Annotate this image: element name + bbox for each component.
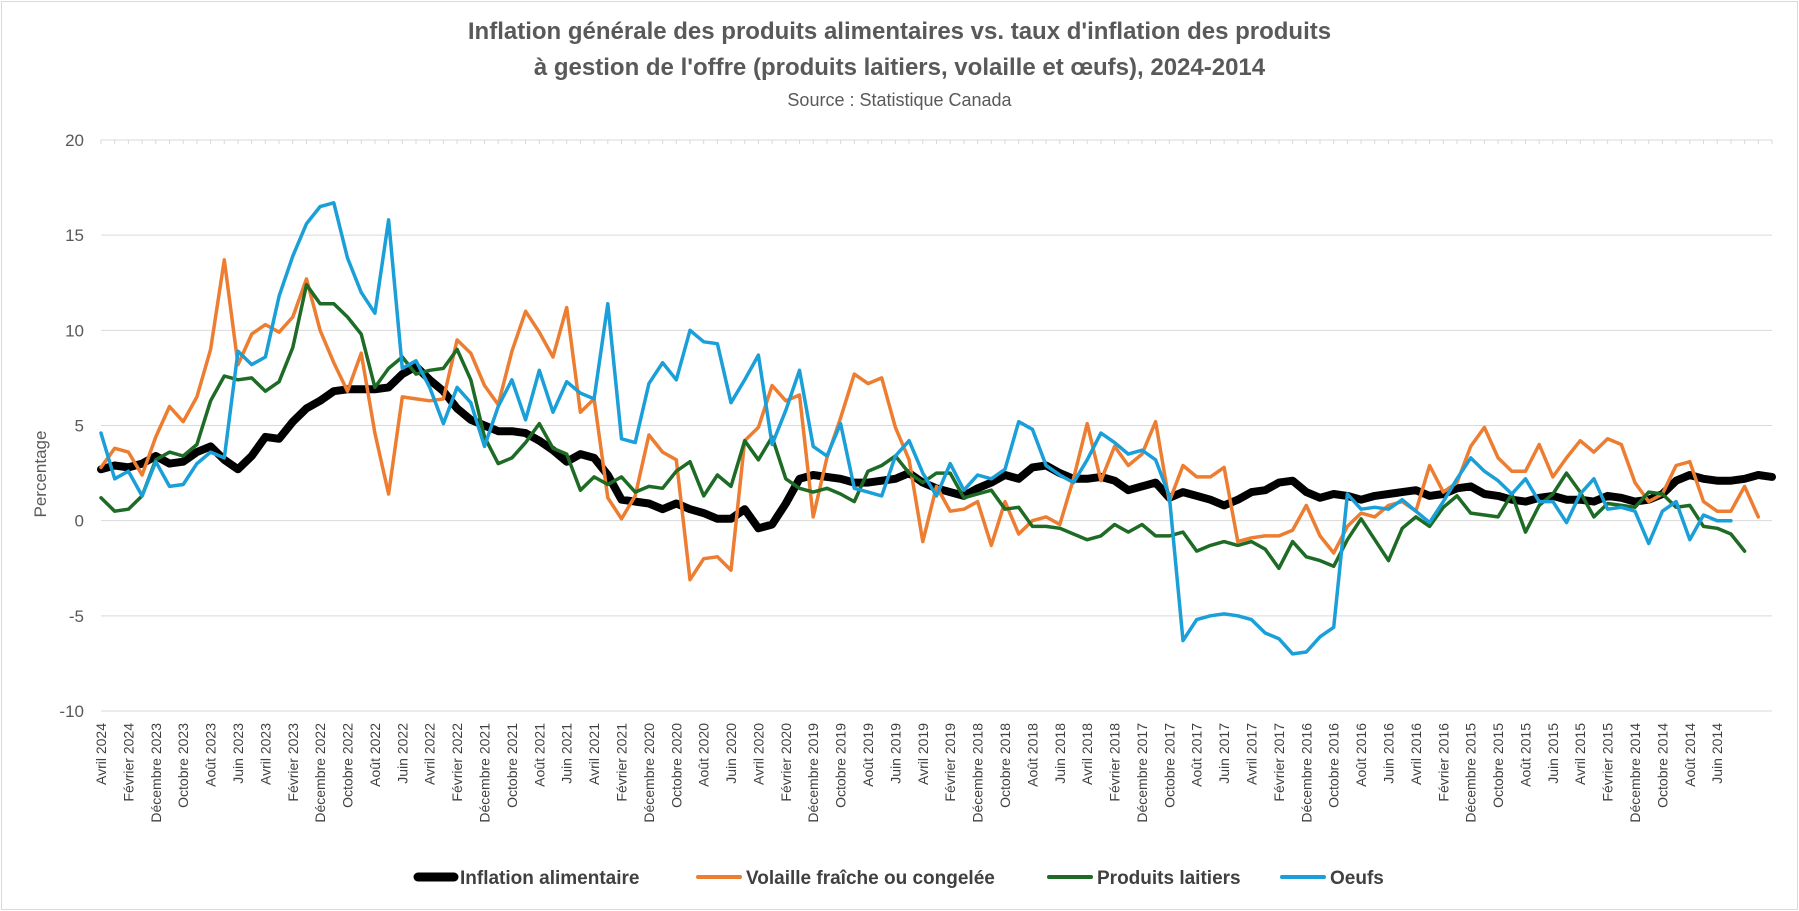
x-tick-label: Octobre 2019 (833, 723, 849, 808)
x-tick-label: Avril 2015 (1572, 723, 1588, 785)
x-tick-label: Août 2017 (1189, 723, 1205, 787)
x-tick-label: Août 2014 (1682, 723, 1698, 787)
x-tick-label: Octobre 2020 (668, 723, 684, 808)
x-tick-label: Avril 2019 (915, 723, 931, 785)
x-tick-label: Octobre 2021 (504, 723, 520, 808)
x-tick-label: Décembre 2022 (312, 723, 328, 823)
x-tick-label: Avril 2022 (422, 723, 438, 785)
chart-title-line2: à gestion de l'offre (produits laitiers,… (533, 54, 1266, 81)
series-line (97, 362, 1776, 533)
y-tick-label: 20 (65, 131, 84, 150)
series-line (99, 258, 1761, 582)
x-tick-label: Juin 2018 (1052, 723, 1068, 784)
legend-label: Oeufs (1330, 868, 1384, 889)
x-tick-label: Juin 2016 (1380, 723, 1396, 784)
x-tick-label: Décembre 2021 (477, 723, 493, 823)
y-tick-label: 15 (65, 226, 84, 245)
y-axis: 20 15 10 5 0 -5 -10 (59, 131, 84, 721)
x-tick-label: Avril 2017 (1244, 723, 1260, 785)
x-tick-label: Octobre 2014 (1654, 723, 1670, 808)
x-tick-label: Février 2020 (778, 723, 794, 802)
y-tick-label: 10 (65, 321, 84, 340)
x-tick-label: Décembre 2019 (805, 723, 821, 823)
x-tick-label: Février 2015 (1600, 723, 1616, 802)
x-tick-label: Avril 2016 (1408, 723, 1424, 785)
x-tick-label: Avril 2024 (93, 723, 109, 785)
x-tick-label: Août 2015 (1517, 723, 1533, 787)
x-tick-label: Octobre 2023 (175, 723, 191, 808)
x-tick-label: Octobre 2017 (1161, 723, 1177, 808)
x-tick-label: Juin 2020 (723, 723, 739, 784)
x-tick-label: Février 2023 (285, 723, 301, 802)
x-tick-label: Février 2016 (1435, 723, 1451, 802)
x-tick-label: Juin 2019 (887, 723, 903, 784)
x-tick-label: Février 2017 (1271, 723, 1287, 802)
series-line (99, 201, 1733, 656)
x-tick-label: Juin 2022 (394, 723, 410, 784)
x-tick-label: Avril 2021 (586, 723, 602, 785)
y-tick-label: -10 (59, 702, 84, 721)
x-axis: Avril 2024 Février 2024 Décembre 2023 Octob… (93, 723, 1725, 823)
y-tick-label: 0 (75, 512, 84, 531)
x-tick-label: Octobre 2016 (1326, 723, 1342, 808)
x-tick-label: Juin 2023 (230, 723, 246, 784)
legend-label: Inflation alimentaire (460, 868, 639, 889)
x-tick-label: Juin 2015 (1545, 723, 1561, 784)
x-tick-label: Décembre 2018 (970, 723, 986, 823)
x-tick-label: Décembre 2020 (641, 723, 657, 823)
x-tick-label: Août 2016 (1353, 723, 1369, 787)
x-tick-label: Juin 2014 (1709, 723, 1725, 784)
legend-label: Volaille fraîche ou congelée (746, 868, 995, 889)
x-tick-label: Octobre 2022 (340, 723, 356, 808)
x-tick-label: Août 2021 (531, 723, 547, 787)
x-tick-label: Août 2022 (367, 723, 383, 787)
x-tick-label: Août 2023 (203, 723, 219, 787)
gridlines (100, 139, 1773, 712)
x-tick-label: Décembre 2014 (1627, 723, 1643, 823)
chart-title-line1: Inflation générale des produits alimenta… (467, 18, 1332, 45)
x-tick-label: Avril 2020 (750, 723, 766, 785)
y-axis-label: Percentage (31, 431, 50, 518)
x-tick-label: Février 2019 (942, 723, 958, 802)
x-tick-label: Octobre 2018 (997, 723, 1013, 808)
x-tick-label: Août 2018 (1024, 723, 1040, 787)
legend-label: Produits laitiers (1097, 868, 1241, 889)
x-tick-label: Décembre 2023 (148, 723, 164, 823)
x-tick-label: Juin 2017 (1216, 723, 1232, 784)
x-tick-label: Décembre 2015 (1463, 723, 1479, 823)
x-tick-label: Avril 2018 (1079, 723, 1095, 785)
x-tick-label: Août 2020 (696, 723, 712, 787)
x-tick-label: Février 2022 (449, 723, 465, 802)
x-tick-label: Février 2018 (1107, 723, 1123, 802)
y-tick-label: -5 (69, 607, 84, 626)
x-tick-label: Août 2019 (860, 723, 876, 787)
x-tick-label: Décembre 2017 (1134, 723, 1150, 823)
x-tick-label: Décembre 2016 (1298, 723, 1314, 823)
legend: Inflation alimentaire Volaille fraîche ou… (413, 868, 1384, 889)
y-tick-label: 5 (75, 417, 84, 436)
chart-subtitle: Source : Statistique Canada (787, 90, 1012, 110)
x-tick-label: Février 2021 (613, 723, 629, 802)
x-tick-label: Février 2024 (120, 723, 136, 802)
x-tick-label: Avril 2023 (257, 723, 273, 785)
x-tick-label: Octobre 2015 (1490, 723, 1506, 808)
series-line (99, 282, 1747, 571)
series-lines (97, 201, 1776, 656)
x-tick-label: Juin 2021 (559, 723, 575, 784)
